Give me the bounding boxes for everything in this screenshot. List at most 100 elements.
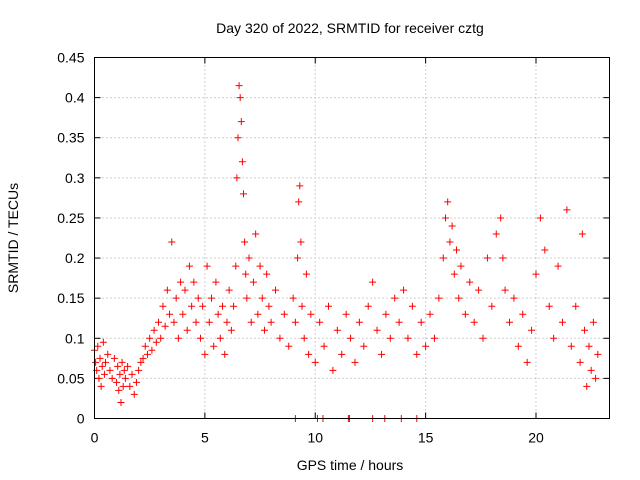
- x-tick-label: 0: [91, 430, 99, 446]
- data-point: [299, 303, 306, 310]
- data-point: [265, 303, 272, 310]
- data-point: [254, 311, 261, 318]
- data-point: [131, 391, 138, 398]
- data-point: [396, 319, 403, 326]
- data-point: [239, 158, 246, 165]
- data-point: [92, 359, 99, 366]
- data-point: [301, 335, 308, 342]
- data-point: [449, 222, 456, 229]
- data-point: [182, 287, 189, 294]
- data-point: [252, 230, 259, 237]
- data-point: [462, 311, 469, 318]
- data-point: [365, 303, 372, 310]
- data-point: [259, 295, 266, 302]
- data-point: [592, 375, 599, 382]
- data-point: [104, 351, 111, 358]
- x-tick-label: 20: [528, 430, 544, 446]
- data-points: [91, 82, 601, 422]
- data-point: [471, 319, 478, 326]
- data-point: [506, 319, 513, 326]
- data-point: [201, 351, 208, 358]
- data-point: [111, 355, 118, 362]
- data-point: [250, 279, 257, 286]
- x-tick-label: 10: [307, 430, 323, 446]
- data-point: [409, 303, 416, 310]
- data-point: [208, 295, 215, 302]
- data-point: [541, 247, 548, 254]
- data-point: [197, 335, 204, 342]
- data-point: [221, 351, 228, 358]
- data-point: [391, 295, 398, 302]
- data-point: [510, 295, 517, 302]
- data-point: [199, 303, 206, 310]
- data-point: [466, 279, 473, 286]
- data-point: [475, 287, 482, 294]
- data-point: [422, 343, 429, 350]
- data-point: [581, 327, 588, 334]
- data-point: [119, 359, 126, 366]
- data-point: [356, 319, 363, 326]
- data-point: [515, 343, 522, 350]
- data-point: [126, 383, 133, 390]
- data-point: [369, 279, 376, 286]
- data-point: [257, 263, 264, 270]
- data-point: [261, 327, 268, 334]
- data-point: [588, 367, 595, 374]
- data-point: [155, 319, 162, 326]
- data-point: [232, 263, 239, 270]
- data-point: [206, 319, 213, 326]
- data-point: [116, 371, 123, 378]
- data-point: [435, 295, 442, 302]
- data-point: [168, 239, 175, 246]
- data-point: [455, 295, 462, 302]
- data-point: [142, 343, 149, 350]
- data-point: [124, 363, 131, 370]
- data-point: [195, 295, 202, 302]
- data-point: [297, 239, 304, 246]
- data-point: [215, 311, 222, 318]
- data-point: [217, 335, 224, 342]
- data-point: [236, 82, 243, 89]
- data-point: [585, 343, 592, 350]
- data-point: [382, 311, 389, 318]
- data-point: [577, 359, 584, 366]
- data-point: [272, 287, 279, 294]
- data-point: [212, 279, 219, 286]
- data-point: [427, 311, 434, 318]
- y-tick-label: 0.05: [57, 370, 84, 386]
- plot-frame: [95, 58, 610, 419]
- data-point: [129, 371, 136, 378]
- data-point: [546, 303, 553, 310]
- y-tick-label: 0.15: [57, 290, 84, 306]
- data-point: [219, 303, 226, 310]
- data-point: [493, 230, 500, 237]
- chart-title: Day 320 of 2022, SRMTID for receiver czt…: [216, 20, 484, 36]
- data-point: [230, 303, 237, 310]
- y-axis-label: SRMTID / TECUs: [5, 183, 21, 293]
- data-point: [484, 255, 491, 262]
- data-point: [175, 335, 182, 342]
- data-point: [446, 239, 453, 246]
- data-point: [555, 263, 562, 270]
- data-point: [440, 255, 447, 262]
- data-point: [148, 347, 155, 354]
- data-point: [312, 359, 319, 366]
- data-point: [292, 319, 299, 326]
- data-point: [550, 335, 557, 342]
- data-point: [223, 319, 230, 326]
- data-point: [100, 339, 107, 346]
- data-point: [290, 295, 297, 302]
- data-point: [144, 351, 151, 358]
- data-point: [295, 198, 302, 205]
- data-point: [572, 303, 579, 310]
- data-point: [102, 359, 109, 366]
- data-point: [413, 351, 420, 358]
- x-axis-label: GPS time / hours: [297, 457, 404, 473]
- data-point: [101, 371, 108, 378]
- data-point: [243, 295, 250, 302]
- data-point: [97, 355, 104, 362]
- data-point: [234, 134, 241, 141]
- data-point: [351, 359, 358, 366]
- data-point: [177, 279, 184, 286]
- data-point: [442, 214, 449, 221]
